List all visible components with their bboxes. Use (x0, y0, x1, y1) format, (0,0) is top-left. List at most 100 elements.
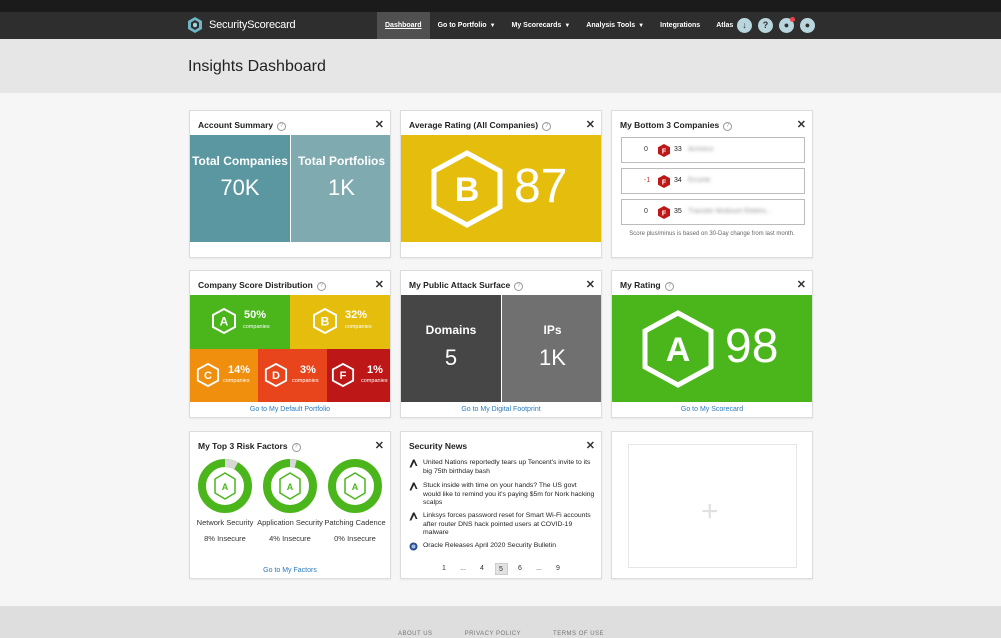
grade-a-tile[interactable]: A 50% companies (190, 295, 290, 349)
notifications-icon[interactable]: ● (779, 17, 795, 33)
company-score: 33 (674, 146, 682, 153)
card-title: My Public Attack Surface? (409, 280, 524, 291)
page-link[interactable]: 6 (518, 565, 522, 572)
close-icon[interactable]: ✕ (585, 440, 595, 452)
risk-donut-icon: A (263, 459, 317, 513)
score-change-note: Score plus/minus is based on 30-Day chan… (629, 231, 795, 237)
help-icon[interactable]: ? (277, 122, 287, 131)
nav-my-scorecards[interactable]: My Scorecards ▼ (511, 22, 571, 29)
footer-about-link[interactable]: ABOUT US (398, 631, 433, 637)
svg-text:C: C (204, 370, 212, 382)
nav-dashboard[interactable]: Dashboard (377, 12, 430, 39)
score-change: 0 (644, 208, 648, 215)
chevron-down-icon: ▼ (489, 23, 496, 29)
grade-sublabel: companies (243, 324, 270, 330)
news-headline: United Nations reportedly tears up Tence… (423, 459, 591, 475)
nav-go-to-portfolio[interactable]: Go to Portfolio ▼ (437, 22, 496, 29)
help-icon[interactable]: ? (514, 282, 524, 291)
page-link[interactable]: 1 (442, 565, 446, 572)
page-link[interactable]: 4 (480, 565, 484, 572)
card-title: My Bottom 3 Companies? (620, 120, 733, 131)
bottom-company-row[interactable]: 0 F 33 Acmeco (621, 137, 805, 163)
grade-sublabel: companies (361, 378, 388, 384)
grade-b-tile[interactable]: B 32% companies (290, 295, 390, 349)
attack-surface-card: My Public Attack Surface? ✕ Domains 5 IP… (400, 270, 602, 418)
nav-analysis-tools[interactable]: Analysis Tools ▼ (586, 22, 645, 29)
grade-f-tile[interactable]: F 1% companies (327, 349, 390, 402)
my-scorecard-link[interactable]: Go to My Scorecard (680, 406, 744, 413)
close-icon[interactable]: ✕ (796, 279, 806, 291)
grade-letter: A (666, 331, 691, 369)
bottom-company-row[interactable]: 0 F 35 Transfer Multisort Elektro... (621, 199, 805, 225)
my-factors-link[interactable]: Go to My Factors (263, 567, 317, 574)
help-icon[interactable]: ? (758, 18, 773, 33)
grade-f-hexagon-icon: F (331, 362, 355, 388)
risk-factor-item[interactable]: A Application Security 4% Insecure (257, 458, 323, 543)
close-icon[interactable]: ✕ (585, 279, 595, 291)
svg-text:D: D (272, 370, 280, 382)
bottom-company-row[interactable]: -1 F 34 Ercorte (621, 168, 805, 194)
page-header: Insights Dashboard (0, 39, 1001, 93)
brand-logo[interactable]: SecurityScorecard (188, 17, 296, 33)
bottom-3-companies-card: My Bottom 3 Companies? ✕ 0 F 33 Acmeco -… (611, 110, 813, 258)
news-item[interactable]: Linksys forces password reset for Smart … (409, 512, 595, 538)
digital-footprint-link[interactable]: Go to My Digital Footprint (461, 406, 541, 413)
svg-text:A: A (352, 482, 359, 492)
svg-text:F: F (662, 148, 667, 155)
score-change: 0 (644, 146, 648, 153)
my-rating-card: My Rating? ✕ A 98 Go to My Scorecard (611, 270, 813, 418)
add-widget-placeholder[interactable]: + (628, 444, 797, 568)
help-icon[interactable]: ? (291, 443, 301, 452)
risk-donut-icon: A (198, 459, 252, 513)
help-icon[interactable]: ? (542, 122, 552, 131)
grade-percent: 32% (345, 309, 368, 321)
plus-icon: + (701, 495, 719, 528)
ips-tile[interactable]: IPs 1K (502, 295, 601, 402)
help-icon[interactable]: ? (723, 122, 733, 131)
grade-b-hexagon-icon: B (313, 307, 337, 335)
help-icon[interactable]: ? (664, 282, 674, 291)
footer-privacy-link[interactable]: PRIVACY POLICY (464, 631, 522, 637)
svg-text:A: A (222, 482, 229, 492)
total-portfolios-tile[interactable]: Total Portfolios 1K (291, 135, 390, 242)
news-item[interactable]: Oracle Releases April 2020 Security Bull… (409, 542, 595, 551)
tile-label: Total Portfolios (297, 154, 386, 168)
svg-text:F: F (662, 179, 667, 186)
nav-integrations[interactable]: Integrations (660, 22, 701, 29)
download-icon[interactable]: ↓ (737, 18, 752, 33)
average-rating-tile[interactable]: B 87 (401, 135, 601, 242)
grade-badge-icon: F (658, 206, 670, 219)
company-score: 35 (674, 208, 682, 215)
grade-d-tile[interactable]: D 3% companies (258, 349, 327, 402)
main-navbar: SecurityScorecard Dashboard Go to Portfo… (0, 12, 1001, 39)
page-link-current[interactable]: 5 (494, 563, 508, 575)
nav-atlas[interactable]: Atlas (716, 22, 734, 29)
total-companies-tile[interactable]: Total Companies 70K (190, 135, 290, 242)
risk-factor-item[interactable]: A Patching Cadence 0% Insecure (322, 458, 388, 543)
grade-c-tile[interactable]: C 14% companies (190, 349, 258, 402)
svg-text:A: A (220, 315, 229, 329)
help-icon[interactable]: ? (316, 282, 326, 291)
chevron-down-icon: ▼ (638, 23, 645, 29)
close-icon[interactable]: ✕ (374, 279, 384, 291)
close-icon[interactable]: ✕ (796, 119, 806, 131)
grade-percent: 1% (367, 364, 383, 376)
add-widget-card: + (611, 431, 813, 579)
page-footer: ABOUT US PRIVACY POLICY TERMS OF USE (0, 606, 1001, 638)
news-item[interactable]: United Nations reportedly tears up Tence… (409, 459, 595, 476)
page-link[interactable]: 9 (556, 565, 560, 572)
close-icon[interactable]: ✕ (374, 119, 384, 131)
close-icon[interactable]: ✕ (585, 119, 595, 131)
footer-terms-link[interactable]: TERMS OF USE (553, 631, 605, 637)
domains-tile[interactable]: Domains 5 (401, 295, 501, 402)
average-score: 87 (514, 160, 568, 213)
company-name: Transfer Multisort Elektro... (688, 208, 772, 215)
card-title: Company Score Distribution? (198, 280, 326, 291)
close-icon[interactable]: ✕ (374, 440, 384, 452)
risk-factor-item[interactable]: A Network Security 8% Insecure (192, 458, 258, 543)
user-icon[interactable]: ● (800, 18, 815, 33)
default-portfolio-link[interactable]: Go to My Default Portfolio (249, 406, 331, 413)
risk-donut-icon: A (328, 459, 382, 513)
news-item[interactable]: Stuck inside with time on your hands? Th… (409, 482, 595, 508)
my-rating-tile[interactable]: A 98 (612, 295, 812, 402)
